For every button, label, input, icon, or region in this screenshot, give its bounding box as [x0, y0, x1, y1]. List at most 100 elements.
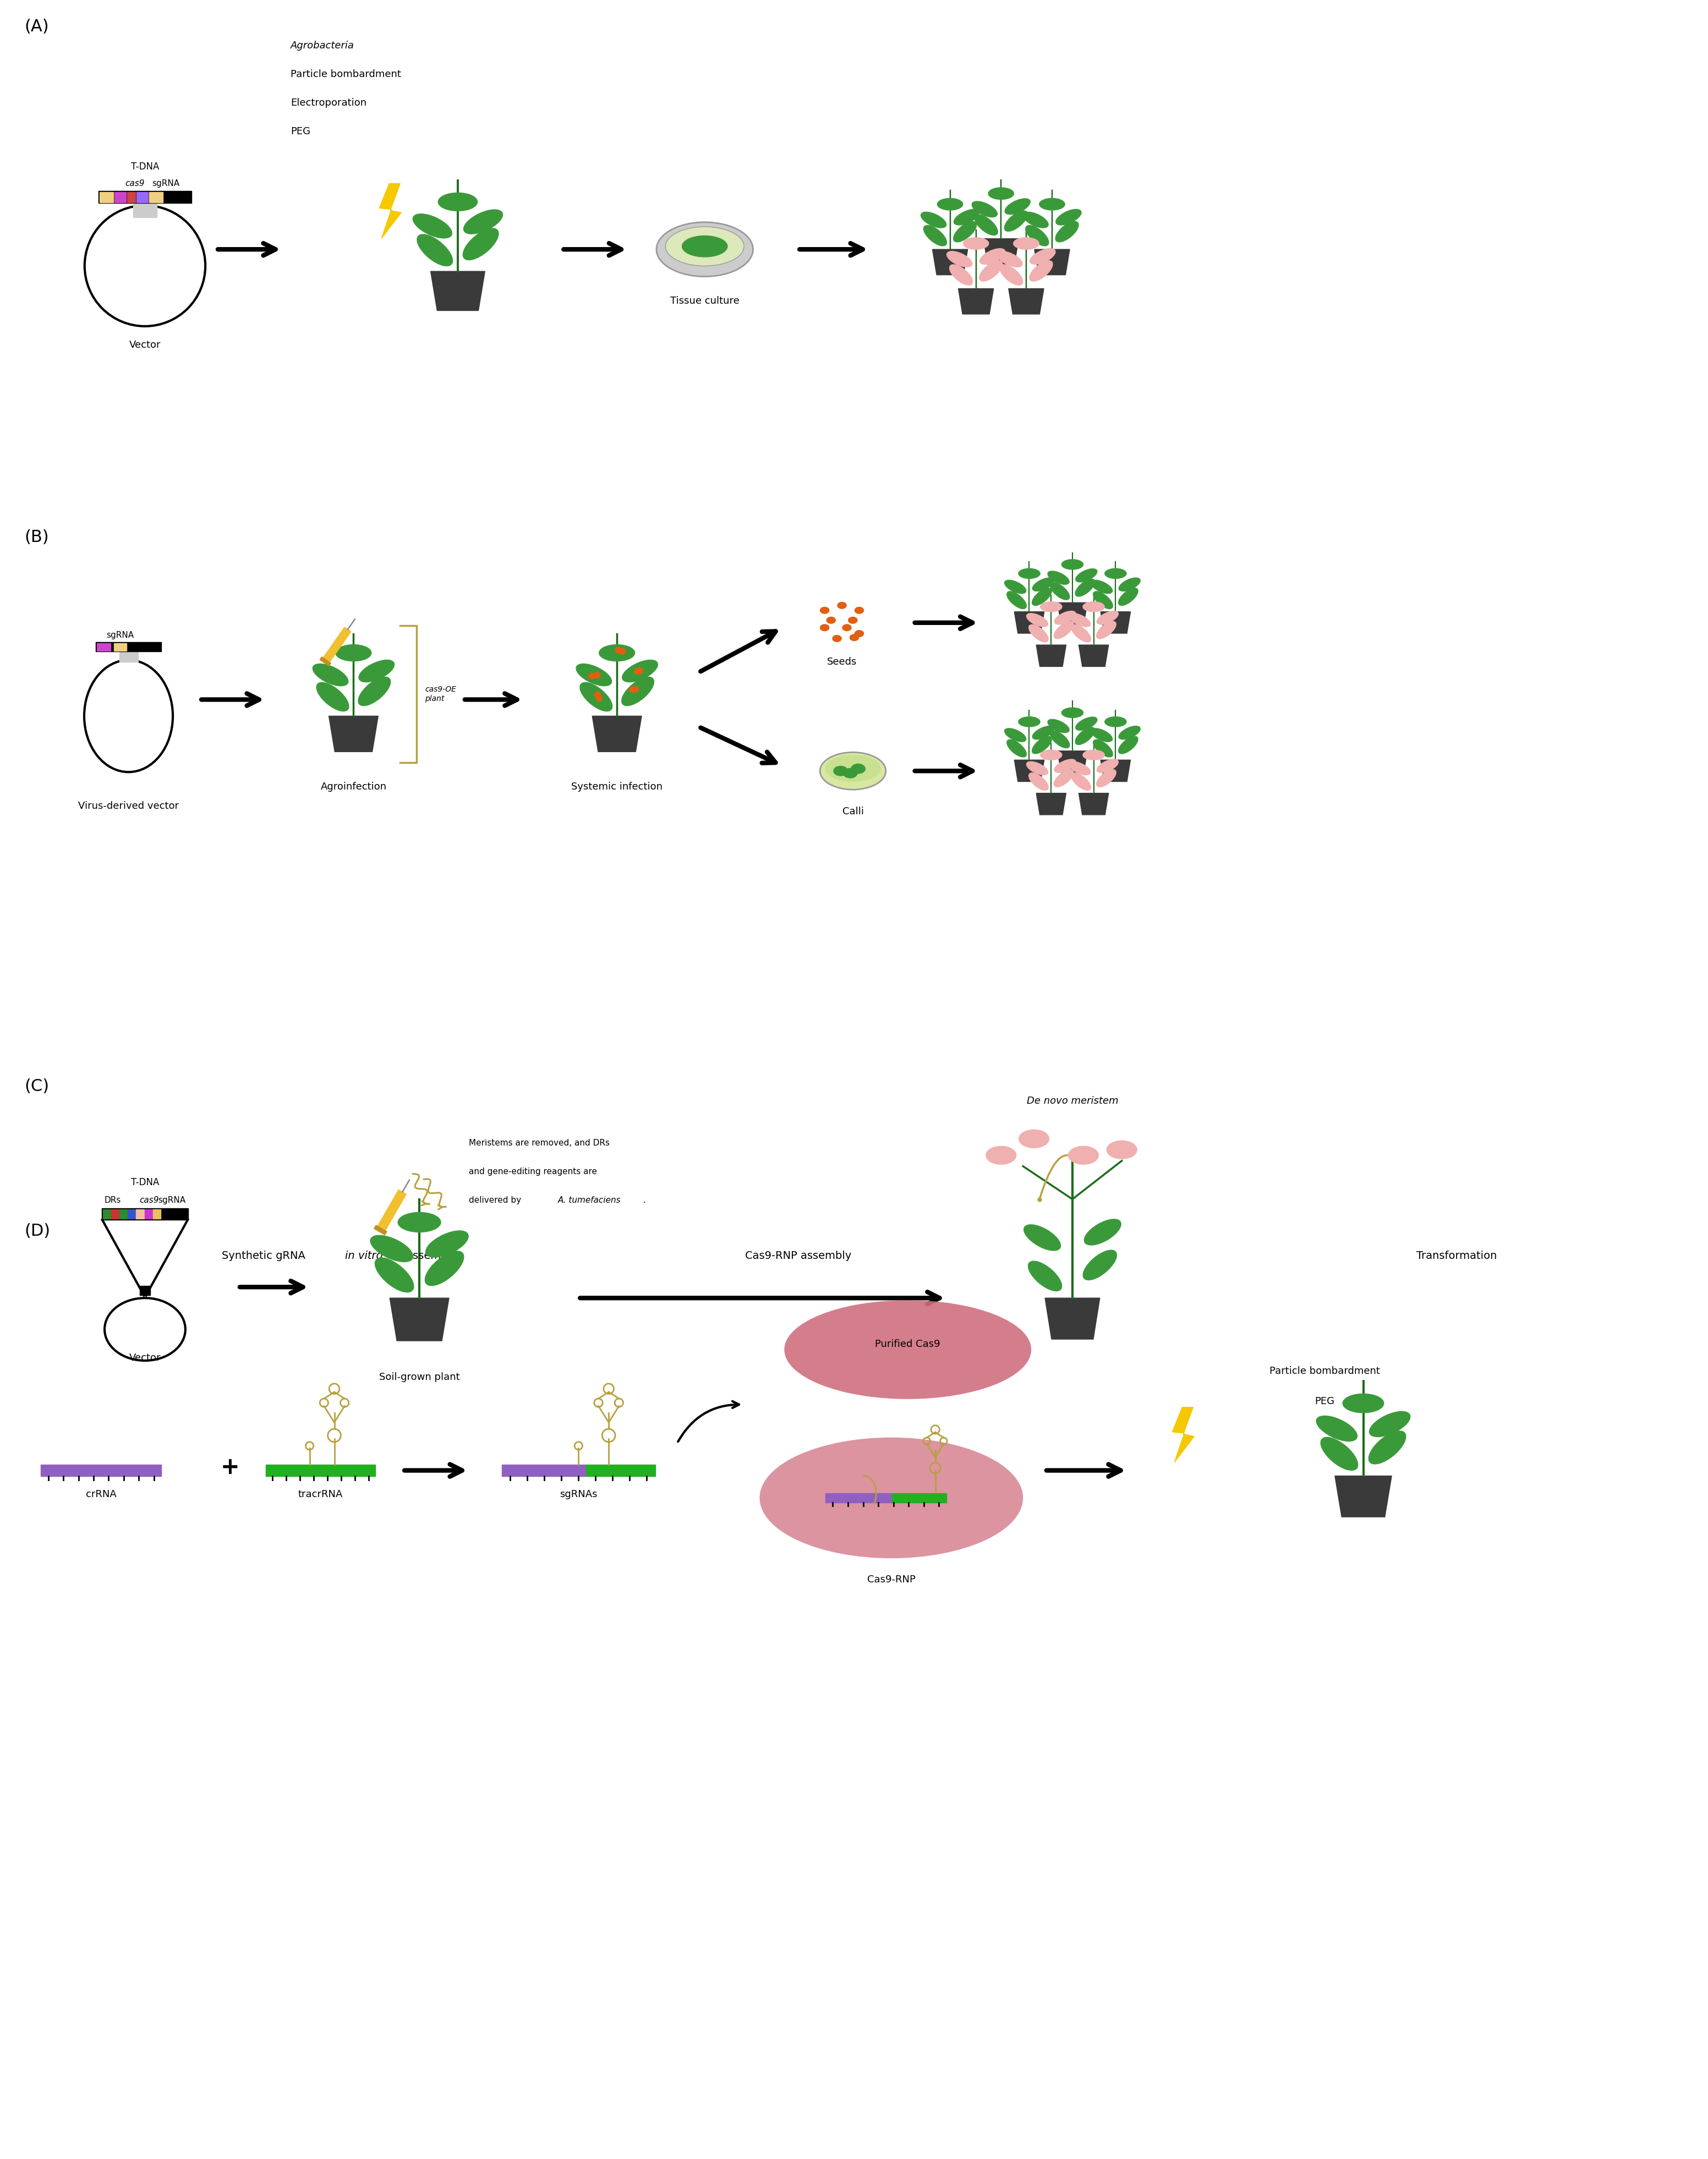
Bar: [586, 1464, 656, 1477]
Bar: [149, 192, 162, 203]
Ellipse shape: [398, 1213, 441, 1233]
Bar: [266, 1464, 376, 1477]
Ellipse shape: [963, 237, 989, 248]
Text: Purified Cas9: Purified Cas9: [874, 1339, 941, 1349]
Circle shape: [596, 695, 603, 702]
Bar: [99, 192, 191, 203]
Ellipse shape: [1105, 717, 1126, 728]
Ellipse shape: [622, 661, 658, 682]
Text: (A): (A): [24, 19, 50, 35]
Ellipse shape: [1069, 613, 1090, 626]
Ellipse shape: [1050, 583, 1069, 600]
Ellipse shape: [1025, 225, 1049, 246]
Text: .: .: [642, 1196, 646, 1205]
Ellipse shape: [1085, 1220, 1120, 1246]
Ellipse shape: [1028, 1261, 1062, 1291]
Ellipse shape: [1018, 568, 1040, 579]
Text: Virus-derived vector: Virus-derived vector: [79, 801, 179, 812]
Bar: [137, 192, 149, 203]
Ellipse shape: [1119, 579, 1141, 592]
Text: sgRNA: sgRNA: [106, 630, 133, 639]
Bar: [97, 643, 111, 650]
Ellipse shape: [425, 1250, 465, 1285]
Text: Vector: Vector: [130, 339, 161, 350]
Circle shape: [620, 648, 625, 654]
Ellipse shape: [1027, 613, 1049, 626]
Ellipse shape: [1004, 581, 1027, 594]
Circle shape: [637, 667, 642, 674]
Ellipse shape: [972, 201, 997, 218]
Ellipse shape: [975, 214, 997, 235]
Ellipse shape: [854, 607, 864, 613]
Ellipse shape: [1023, 1224, 1061, 1250]
Ellipse shape: [417, 235, 453, 266]
Polygon shape: [1035, 248, 1069, 274]
Bar: [128, 1209, 135, 1220]
Ellipse shape: [622, 678, 654, 706]
Ellipse shape: [1004, 728, 1027, 743]
Ellipse shape: [1040, 602, 1062, 611]
Ellipse shape: [1076, 568, 1097, 583]
Ellipse shape: [439, 192, 478, 212]
Polygon shape: [389, 1298, 449, 1341]
Ellipse shape: [316, 682, 348, 710]
Text: tracrRNA: tracrRNA: [299, 1490, 343, 1501]
Ellipse shape: [827, 617, 835, 624]
Ellipse shape: [376, 1259, 413, 1293]
Ellipse shape: [986, 1146, 1016, 1164]
Ellipse shape: [760, 1438, 1023, 1559]
Text: cas9: cas9: [140, 1196, 159, 1205]
Bar: [102, 1209, 111, 1220]
Text: sgRNA: sgRNA: [152, 179, 179, 188]
Ellipse shape: [359, 678, 391, 706]
Ellipse shape: [1097, 760, 1119, 773]
Bar: [892, 1494, 946, 1503]
Bar: [825, 1494, 892, 1503]
Ellipse shape: [1047, 572, 1069, 585]
Text: Cas9-RNP: Cas9-RNP: [868, 1574, 915, 1585]
Ellipse shape: [1083, 1250, 1117, 1280]
Ellipse shape: [1091, 728, 1112, 743]
Text: T-DNA: T-DNA: [132, 162, 159, 171]
Bar: [96, 643, 161, 652]
Ellipse shape: [1047, 719, 1069, 732]
Ellipse shape: [1083, 602, 1105, 611]
Text: +: +: [220, 1455, 239, 1479]
Ellipse shape: [425, 1231, 468, 1257]
Ellipse shape: [1032, 587, 1052, 605]
Ellipse shape: [1105, 568, 1126, 579]
Ellipse shape: [1032, 725, 1054, 738]
Bar: [374, 1226, 386, 1235]
Ellipse shape: [1032, 736, 1052, 753]
Ellipse shape: [924, 225, 946, 246]
Ellipse shape: [1370, 1412, 1411, 1436]
Ellipse shape: [820, 607, 828, 613]
Text: and gene-editing reagents are: and gene-editing reagents are: [468, 1168, 598, 1177]
Ellipse shape: [832, 635, 842, 641]
Bar: [126, 192, 135, 203]
Ellipse shape: [842, 624, 851, 630]
Polygon shape: [1100, 760, 1131, 782]
Text: sgRNA: sgRNA: [159, 1196, 186, 1205]
Circle shape: [634, 669, 640, 674]
Ellipse shape: [946, 250, 972, 268]
Ellipse shape: [1050, 730, 1069, 747]
Ellipse shape: [1097, 622, 1115, 639]
Ellipse shape: [1076, 717, 1097, 730]
Ellipse shape: [950, 266, 972, 285]
Ellipse shape: [1068, 1146, 1098, 1164]
Ellipse shape: [820, 624, 828, 630]
Polygon shape: [1172, 1408, 1194, 1462]
Polygon shape: [1057, 751, 1088, 773]
Ellipse shape: [1056, 209, 1081, 225]
Circle shape: [594, 691, 601, 697]
Ellipse shape: [1091, 581, 1112, 594]
Ellipse shape: [1028, 624, 1049, 641]
Ellipse shape: [1030, 261, 1052, 281]
Bar: [377, 1190, 407, 1231]
Polygon shape: [1057, 602, 1088, 624]
Ellipse shape: [1069, 762, 1090, 775]
Ellipse shape: [313, 663, 348, 687]
Ellipse shape: [1093, 592, 1112, 609]
Ellipse shape: [600, 646, 635, 661]
